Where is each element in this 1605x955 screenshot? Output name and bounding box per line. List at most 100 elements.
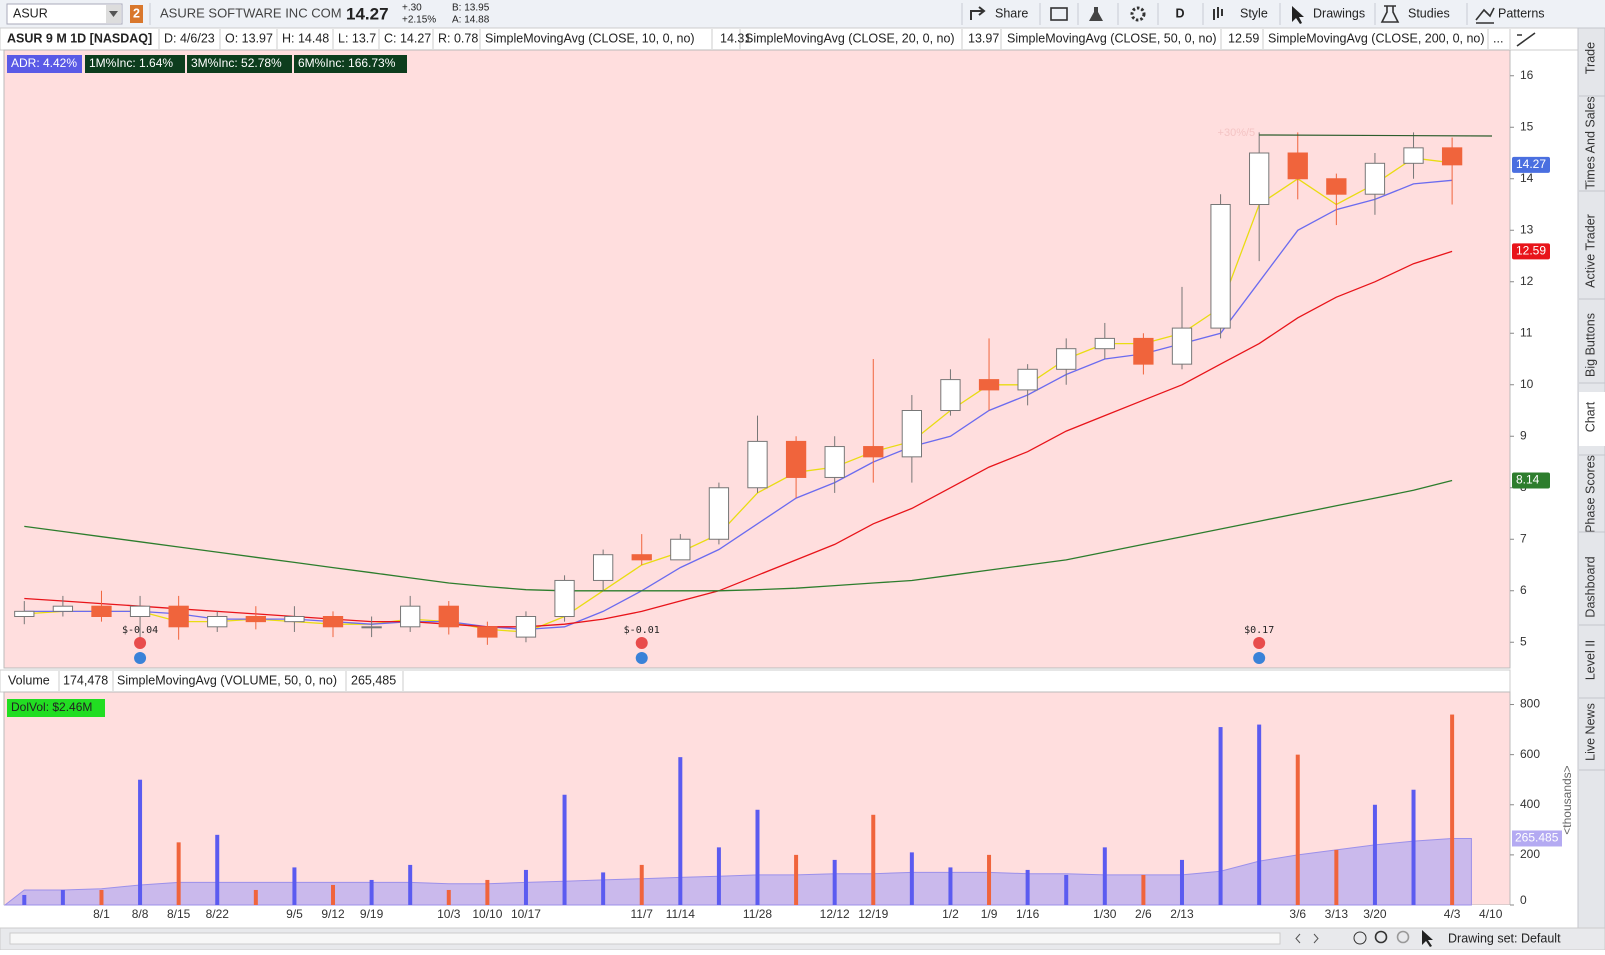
candle-body [670, 538, 691, 561]
study-value: 12.59 [1228, 31, 1259, 45]
y-tick-label: 12 [1520, 274, 1534, 288]
pointer-icon[interactable] [1422, 930, 1433, 947]
candle-body [361, 626, 382, 629]
x-tick-label: 12/19 [858, 907, 888, 921]
change: +.30 [402, 3, 422, 14]
study-badge-text: 6M%Inc: 166.73% [298, 56, 396, 70]
x-tick-label: 11/7 [630, 907, 653, 921]
x-tick-label: 11/14 [666, 907, 695, 921]
earnings-icon[interactable] [134, 637, 147, 649]
sidebar-tab[interactable]: Dashboard [1583, 556, 1597, 617]
candle-body [168, 605, 189, 628]
zoom-in-icon[interactable] [1374, 930, 1388, 944]
sidebar-tab[interactable]: Level II [1583, 640, 1597, 680]
volume-bar [1025, 869, 1030, 905]
sidebar-tab[interactable]: Big Buttons [1583, 313, 1597, 377]
volume-bar [215, 834, 220, 905]
dividend-icon[interactable] [134, 652, 147, 664]
y-tick-label: 14 [1520, 171, 1534, 185]
crosshair-icon[interactable] [1353, 931, 1367, 945]
sidebar-tab[interactable]: Times And Sales [1583, 96, 1597, 189]
price-tag-text: 14.27 [1516, 157, 1546, 171]
volume-bar [1141, 874, 1146, 905]
x-tick-label: 8/22 [206, 907, 230, 921]
x-tick-label: 8/8 [132, 907, 149, 921]
volume-bar [22, 894, 27, 905]
flask-icon[interactable] [1089, 7, 1103, 21]
style-button[interactable]: Style [1240, 6, 1268, 20]
volume-bar [138, 779, 143, 905]
candle-body [1056, 348, 1077, 370]
sidebar-tab[interactable]: Chart [1583, 401, 1597, 432]
date-axis [0, 905, 1578, 926]
link-badge[interactable] [130, 5, 143, 23]
dolvol-badge [7, 699, 105, 717]
y-tick-label: 15 [1520, 119, 1534, 133]
earnings-label: $-0.01 [624, 625, 660, 636]
info-range: R: 0.78 [438, 31, 478, 45]
info-overflow[interactable]: ... [1493, 31, 1503, 45]
volume-title: Volume [8, 673, 50, 687]
price-tag [1512, 472, 1550, 489]
dividend-icon[interactable] [1253, 652, 1266, 664]
earnings-label: $-0.04 [122, 625, 158, 636]
snapshot-icon[interactable] [1050, 7, 1068, 21]
volume-tag-text: 265.485 [1515, 831, 1559, 845]
volume-bar [909, 852, 914, 905]
volume-bar [369, 879, 374, 905]
sidebar-tab[interactable]: Trade [1583, 42, 1597, 74]
volume-bar [292, 867, 297, 905]
candle-body [1326, 178, 1347, 195]
symbol-box[interactable] [6, 3, 123, 25]
company: ASURE SOFTWARE INC COM [160, 5, 342, 20]
candle-body [400, 605, 421, 628]
sidebar-tab[interactable]: Phase Scores [1583, 455, 1597, 533]
study-label: SimpleMovingAvg (CLOSE, 200, 0, no) [1268, 31, 1485, 45]
price-tag-text: 8.14 [1516, 473, 1540, 487]
volume-bar [253, 889, 258, 905]
candle-body [1403, 147, 1424, 164]
x-tick-label: 3/13 [1325, 907, 1349, 921]
volume-bar [1372, 804, 1377, 905]
y-tick-label: 16 [1520, 68, 1534, 82]
dividend-icon[interactable] [635, 652, 648, 664]
sidebar-tab[interactable]: Active Trader [1583, 214, 1597, 288]
candle-body [863, 446, 884, 458]
study-value: 13.97 [968, 31, 999, 45]
settings-icon[interactable] [1130, 6, 1146, 22]
candle-body [708, 487, 730, 540]
x-tick-label: 2/13 [1170, 907, 1194, 921]
y-tick-label: 13 [1520, 222, 1534, 236]
studies-button[interactable]: Studies [1408, 6, 1450, 20]
draw-tool-icon[interactable] [1516, 32, 1536, 47]
volume-bar [1450, 714, 1455, 905]
drawing-set[interactable]: Drawing set: Default [1448, 931, 1561, 945]
candle-body [940, 379, 961, 412]
earnings-icon[interactable] [1253, 637, 1266, 649]
candle-body [1133, 337, 1154, 365]
symbol[interactable]: ASUR [13, 6, 48, 20]
patterns-button[interactable]: Patterns [1498, 6, 1545, 20]
study-badge-text: 1M%Inc: 1.64% [89, 56, 173, 70]
y-tick-label: 0 [1520, 893, 1527, 907]
x-tick-label: 9/19 [360, 907, 384, 921]
earnings-icon[interactable] [635, 637, 648, 649]
volume-bar [678, 757, 683, 905]
sidebar-tab[interactable]: Live News [1583, 703, 1597, 761]
study-badge-text: ADR: 4.42% [11, 56, 77, 70]
share-button[interactable]: Share [995, 6, 1028, 20]
zoom-out-icon[interactable] [1396, 930, 1410, 944]
aggregation-button[interactable]: D [1175, 6, 1184, 20]
x-tick-label: 3/20 [1363, 907, 1387, 921]
study-label: SimpleMovingAvg (CLOSE, 20, 0, no) [745, 31, 955, 45]
scrollbar[interactable] [9, 932, 1281, 945]
scroll-arrows[interactable] [1295, 933, 1319, 944]
info-close: C: 14.27 [384, 31, 431, 45]
candle-body [554, 579, 575, 618]
candle-body [207, 616, 228, 628]
drawings-button[interactable]: Drawings [1313, 6, 1365, 20]
last-price: 14.27 [346, 4, 389, 23]
toolbar [0, 0, 1605, 28]
study-badge [294, 55, 407, 73]
volume-bar [446, 889, 451, 905]
